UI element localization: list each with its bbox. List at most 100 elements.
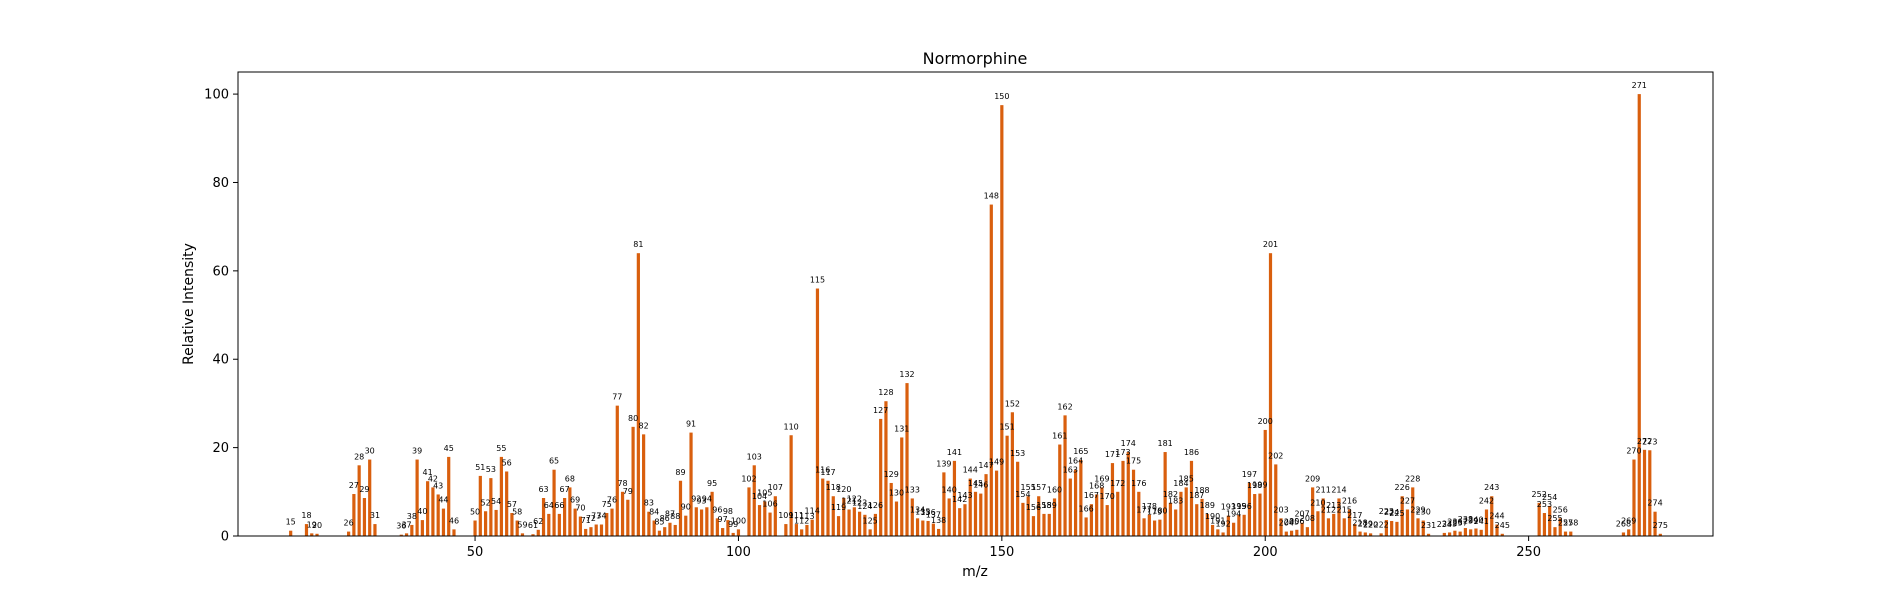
y-tick-label: 40 <box>212 353 229 368</box>
peak-label: 113 <box>799 512 814 521</box>
peak-label: 153 <box>1010 449 1025 458</box>
peak-bar <box>973 491 978 536</box>
peak-label: 197 <box>1242 470 1257 479</box>
peak-bar <box>1342 518 1346 536</box>
peak-bar <box>773 496 777 536</box>
peak-label: 143 <box>957 491 972 500</box>
peak-label: 123 <box>852 499 867 508</box>
peak-bar <box>694 507 698 536</box>
peak-label: 186 <box>1184 448 1199 457</box>
peak-label: 42 <box>428 474 438 483</box>
peak-bar <box>1216 529 1220 536</box>
peak-label: 188 <box>1194 486 1209 495</box>
peak-bar <box>1105 505 1109 536</box>
peak-label: 240 <box>1468 515 1483 524</box>
peak-label: 103 <box>747 452 762 461</box>
peak-bar <box>1042 513 1046 536</box>
peak-bar <box>984 474 988 536</box>
peak-bar <box>1474 528 1478 536</box>
peak-bar <box>362 498 367 536</box>
peak-label: 205 <box>1284 518 1299 527</box>
peak-bar <box>1121 460 1125 536</box>
peak-bar <box>1073 469 1078 536</box>
peak-bar <box>368 459 372 536</box>
peak-label: 54 <box>491 497 501 506</box>
peak-label: 102 <box>741 474 756 483</box>
y-tick-label: 0 <box>221 530 229 545</box>
peak-label: 114 <box>805 507 820 516</box>
peak-bar <box>515 520 519 536</box>
peak-bar <box>1405 509 1410 536</box>
peak-bar <box>721 528 725 536</box>
peak-bar <box>347 531 351 536</box>
peak-bar <box>1658 533 1662 536</box>
peak-label: 59 <box>517 520 527 529</box>
peak-bar <box>1279 518 1283 536</box>
peak-label: 241 <box>1474 517 1489 526</box>
peak-bar <box>1110 463 1115 536</box>
peak-bar <box>894 501 899 536</box>
peak-label: 121 <box>841 496 856 505</box>
peak-label: 107 <box>768 483 783 492</box>
peak-bar <box>831 496 835 536</box>
peak-bar <box>1184 487 1188 536</box>
peak-bar <box>847 509 851 536</box>
peak-label: 273 <box>1642 437 1657 446</box>
peak-bar <box>1448 532 1452 536</box>
peak-label: 88 <box>670 512 680 521</box>
peak-bar <box>810 519 814 536</box>
peak-bar <box>910 498 914 536</box>
peak-label: 94 <box>702 494 712 503</box>
peak-label: 178 <box>1142 502 1157 511</box>
peak-bar <box>1453 530 1457 536</box>
peak-label: 269 <box>1621 516 1636 525</box>
peak-bar <box>884 401 888 536</box>
peak-label: 235 <box>1442 519 1457 528</box>
peak-bar <box>1153 520 1157 536</box>
peak-label: 99 <box>728 520 738 529</box>
peak-bar <box>1084 517 1088 536</box>
x-tick-label: 250 <box>1516 545 1541 560</box>
peak-bar <box>642 434 646 536</box>
peak-bar <box>926 520 930 536</box>
peak-bar <box>668 522 672 536</box>
peak-bar <box>900 437 904 536</box>
peak-label: 194 <box>1226 510 1241 519</box>
peak-bar <box>1326 518 1331 536</box>
peak-bar <box>678 480 683 536</box>
peak-bar <box>1000 105 1004 536</box>
peak-label: 199 <box>1252 481 1267 490</box>
peak-label: 72 <box>586 514 596 523</box>
peak-bar <box>452 529 456 536</box>
peak-bar <box>1016 461 1020 536</box>
peak-bar <box>1284 531 1288 536</box>
peak-bar <box>1627 529 1631 536</box>
peak-bar <box>1332 513 1336 536</box>
peak-bar <box>1142 518 1146 536</box>
peak-label: 43 <box>433 481 443 490</box>
peak-label: 132 <box>899 370 914 379</box>
peak-bar <box>373 524 377 536</box>
peak-bar <box>1368 533 1373 536</box>
peak-label: 182 <box>1163 490 1178 499</box>
peak-bar <box>863 514 867 536</box>
peak-bar <box>1353 524 1357 536</box>
peak-label: 231 <box>1421 521 1436 530</box>
peak-label: 61 <box>528 521 538 530</box>
peak-bar <box>1384 520 1388 536</box>
peak-bar <box>842 498 846 536</box>
peak-label: 270 <box>1626 447 1641 456</box>
peak-label: 18 <box>301 511 311 520</box>
peak-bar <box>947 498 951 536</box>
peak-label: 200 <box>1258 417 1273 426</box>
peak-bar <box>473 520 477 536</box>
x-tick-label: 200 <box>1253 545 1278 560</box>
peak-label: 81 <box>633 240 643 249</box>
peak-label: 192 <box>1215 519 1230 528</box>
peak-label: 65 <box>549 457 559 466</box>
peak-label: 124 <box>857 502 872 511</box>
plot-frame <box>237 71 1714 537</box>
x-axis-label: m/z <box>962 564 988 580</box>
peak-bar <box>1642 449 1647 536</box>
